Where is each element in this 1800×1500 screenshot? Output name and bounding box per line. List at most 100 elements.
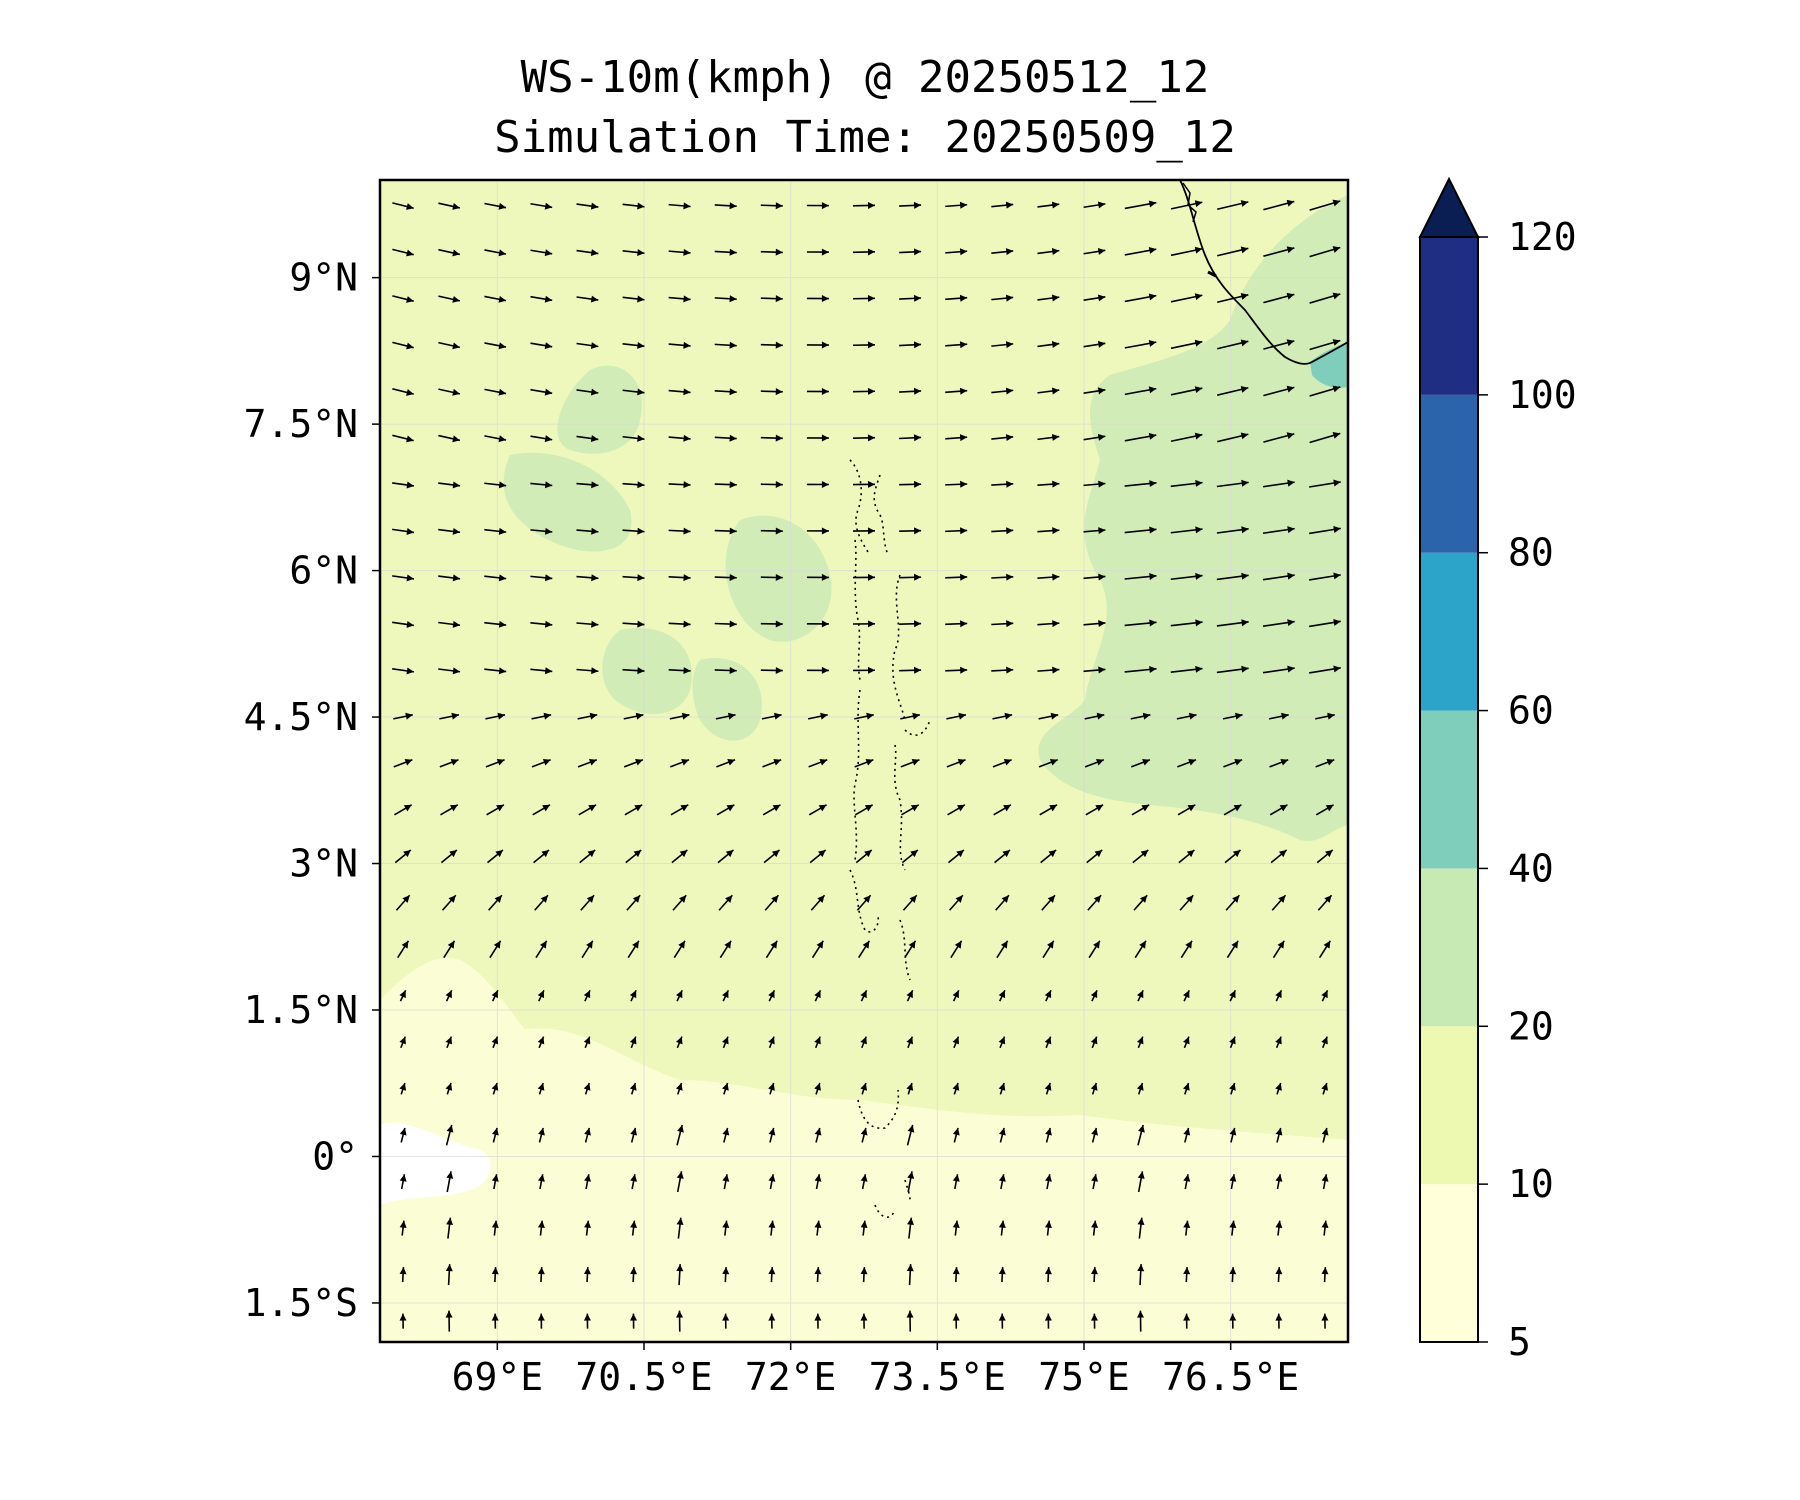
wind-vector-arrow xyxy=(722,1267,730,1283)
wind-vector-arrow xyxy=(1309,339,1341,351)
colorbar-segment xyxy=(1420,552,1478,711)
wind-vector-arrow xyxy=(576,667,599,675)
wind-vector-arrow xyxy=(392,574,415,582)
wind-vector-arrow xyxy=(583,1313,591,1329)
wind-vector-arrow xyxy=(537,1220,545,1236)
wind-vector-arrow xyxy=(1229,989,1237,1002)
wind-vector-arrow xyxy=(622,249,645,256)
wind-vector-arrow xyxy=(722,1127,730,1143)
wind-vector-arrow xyxy=(1263,199,1295,211)
wind-vector-arrow xyxy=(1136,1082,1144,1095)
wind-vector-arrow xyxy=(904,940,917,959)
wind-vector-arrow xyxy=(1183,1082,1190,1095)
wind-vector-arrow xyxy=(1091,1267,1098,1283)
wind-vector-arrow xyxy=(854,758,874,768)
wind-vector-arrow xyxy=(852,573,876,581)
wind-vector-arrow xyxy=(760,295,783,303)
wind-vector-arrow xyxy=(806,202,829,210)
colorbar-tick-label: 5 xyxy=(1508,1320,1531,1364)
wind-vector-arrow xyxy=(397,940,410,959)
wind-vector-arrow xyxy=(718,894,733,911)
wind-vector-arrow xyxy=(438,295,461,303)
wind-vector-arrow xyxy=(1321,1267,1329,1283)
wind-vector-arrow xyxy=(899,387,922,395)
wind-vector-arrow xyxy=(445,989,453,1002)
wind-vector-arrow xyxy=(902,894,918,911)
wind-vector-arrow xyxy=(484,435,507,443)
wind-vector-arrow xyxy=(537,1267,545,1283)
wind-vector-arrow xyxy=(622,202,645,210)
lat-tick-label: 6°N xyxy=(289,549,358,593)
wind-vector-arrow xyxy=(1037,573,1060,581)
wind-vector-arrow xyxy=(1124,619,1157,627)
wind-vector-arrow xyxy=(485,758,505,768)
wind-vector-arrow xyxy=(445,1264,453,1286)
wind-vector-arrow xyxy=(1083,480,1106,488)
wind-vector-arrow xyxy=(392,388,414,396)
wind-vector-arrow xyxy=(852,201,876,209)
wind-vector-arrow xyxy=(860,1174,868,1190)
wind-vector-arrow xyxy=(584,1220,591,1236)
wind-vector-arrow xyxy=(668,574,691,582)
wind-vector-arrow xyxy=(811,940,824,959)
lon-tick-label: 76.5°E xyxy=(1162,1355,1299,1399)
wind-vector-arrow xyxy=(852,527,876,535)
wind-vector-arrow xyxy=(860,1267,868,1283)
wind-vector-arrow xyxy=(629,1082,637,1095)
wind-vector-arrow xyxy=(1222,712,1243,720)
wind-vector-arrow xyxy=(392,528,415,535)
wind-vector-arrow xyxy=(907,1171,915,1193)
wind-vector-arrow xyxy=(760,434,783,442)
wind-vector-arrow xyxy=(1262,479,1295,488)
wind-vector-arrow xyxy=(1091,1127,1098,1143)
wind-vector-arrow xyxy=(992,712,1013,720)
colorbar-tick-label: 100 xyxy=(1508,373,1577,417)
wind-vector-arrow xyxy=(1037,527,1060,535)
wind-vector-arrow xyxy=(1091,1174,1099,1190)
wind-vector-arrow xyxy=(669,758,690,768)
wind-vector-arrow xyxy=(722,1174,730,1190)
wind-vector-arrow xyxy=(1084,712,1105,720)
wind-vector-arrow xyxy=(1177,804,1196,816)
wind-vector-arrow xyxy=(399,1220,407,1236)
wind-vector-arrow xyxy=(1083,620,1106,628)
wind-vector-arrow xyxy=(945,573,968,581)
wind-vector-arrow xyxy=(1217,293,1249,304)
wind-vector-arrow xyxy=(399,1036,407,1049)
wind-vector-arrow xyxy=(576,435,599,442)
colorbar-segment xyxy=(1420,394,1478,553)
wind-vector-arrow xyxy=(854,712,874,720)
wind-vector-arrow xyxy=(622,341,645,349)
wind-vector-arrow xyxy=(530,202,553,210)
wind-vector-arrow xyxy=(1275,1220,1283,1236)
wind-vector-arrow xyxy=(1130,758,1151,768)
wind-vector-arrow xyxy=(530,295,553,303)
wind-vector-arrow xyxy=(947,849,965,864)
wind-vector-arrow xyxy=(1321,989,1329,1002)
lat-tick-label: 7.5°N xyxy=(244,402,358,446)
colorbar: 5 10 20 40 60 80 100 120 xyxy=(1418,176,1577,1364)
wind-vector-arrow xyxy=(1137,1264,1145,1286)
wind-vector-arrow xyxy=(899,341,922,349)
wind-vector-arrow xyxy=(714,620,737,628)
wind-vector-arrow xyxy=(993,804,1012,816)
wind-vector-arrow xyxy=(484,527,507,535)
wind-vector-arrow xyxy=(488,894,503,911)
wind-vector-arrow xyxy=(1124,480,1157,488)
wind-vector-arrow xyxy=(760,666,783,674)
wind-vector-arrow xyxy=(583,1267,591,1283)
wind-vector-arrow xyxy=(806,573,829,581)
wind-vector-arrow xyxy=(1263,292,1295,304)
wind-vector-arrow xyxy=(1083,201,1106,209)
wind-vector-arrow xyxy=(576,388,599,396)
wind-vector-arrow xyxy=(530,620,553,628)
wind-vector-arrow xyxy=(445,1082,453,1095)
wind-vector-arrow xyxy=(1263,385,1295,397)
wind-vector-arrow xyxy=(1271,894,1287,911)
wind-vector-arrow xyxy=(1134,940,1147,959)
wind-vector-arrow xyxy=(392,481,415,489)
wind-vector-arrow xyxy=(484,667,507,675)
wind-vector-arrow xyxy=(991,527,1014,535)
wind-vector-arrow xyxy=(392,667,415,675)
wind-vector-arrow xyxy=(1315,804,1335,816)
